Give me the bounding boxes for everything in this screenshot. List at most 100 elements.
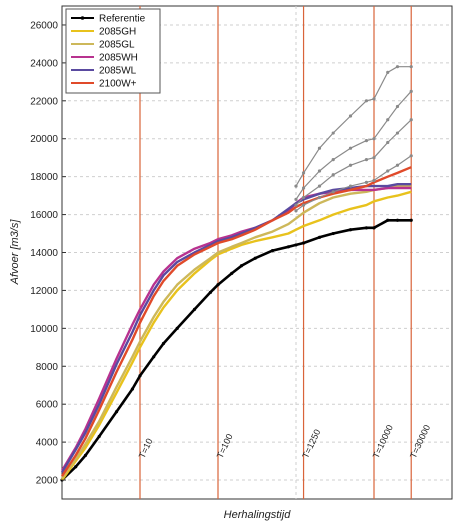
series-point bbox=[294, 243, 298, 247]
series-point bbox=[317, 169, 322, 173]
series-point bbox=[386, 218, 390, 222]
y-tick-label: 10000 bbox=[30, 324, 58, 335]
series-point bbox=[395, 104, 400, 109]
series-point bbox=[253, 256, 257, 260]
series-point bbox=[331, 131, 335, 135]
y-tick-label: 14000 bbox=[30, 248, 58, 259]
series-point bbox=[386, 169, 390, 173]
series-point bbox=[301, 171, 306, 175]
series-group bbox=[60, 65, 413, 482]
series-point bbox=[74, 465, 78, 469]
series-point bbox=[192, 307, 197, 311]
series-point bbox=[161, 341, 166, 346]
series-line bbox=[61, 184, 412, 479]
y-tick-label: 22000 bbox=[30, 96, 58, 107]
series-point bbox=[395, 163, 400, 167]
series-point bbox=[386, 140, 390, 145]
series-line-scenario bbox=[295, 155, 412, 212]
series-point bbox=[239, 264, 244, 268]
series-point bbox=[294, 197, 298, 202]
series-point bbox=[152, 355, 156, 359]
series-point bbox=[348, 163, 353, 167]
series-point bbox=[294, 203, 298, 207]
series-line-scenario bbox=[295, 119, 412, 206]
y-tick-label: 18000 bbox=[30, 172, 58, 183]
series-line bbox=[60, 166, 412, 477]
series-line-scenario bbox=[295, 90, 412, 200]
y-tick-label: 16000 bbox=[30, 210, 58, 221]
series-point bbox=[409, 154, 413, 158]
series-point bbox=[395, 65, 400, 69]
series-point bbox=[216, 283, 220, 287]
series-point bbox=[348, 228, 353, 232]
legend-label: Referentie bbox=[99, 14, 146, 25]
legend-label: 2085WL bbox=[99, 66, 137, 77]
y-axis-label: Afvoer [m3/s] bbox=[9, 219, 21, 286]
legend-label: 2100W+ bbox=[99, 79, 137, 90]
series-point bbox=[317, 146, 322, 150]
series-point bbox=[386, 118, 390, 122]
series-point bbox=[83, 453, 88, 457]
series-point bbox=[364, 180, 369, 184]
legend-label: 2085WH bbox=[99, 53, 138, 64]
series-point bbox=[97, 434, 101, 439]
y-tick-label: 2000 bbox=[36, 476, 59, 487]
legend-label: 2085GL bbox=[99, 40, 135, 51]
series-point bbox=[409, 65, 413, 69]
legend-label: 2085GH bbox=[99, 27, 136, 38]
y-tick-label: 12000 bbox=[30, 286, 58, 297]
series-point bbox=[395, 218, 400, 222]
series-point bbox=[138, 374, 142, 378]
series-point bbox=[364, 226, 369, 230]
legend-marker bbox=[80, 16, 85, 20]
series-point bbox=[301, 195, 306, 200]
series-point bbox=[372, 226, 376, 230]
series-point bbox=[364, 157, 369, 162]
series-point bbox=[301, 186, 306, 190]
series-point bbox=[372, 178, 376, 183]
y-tick-label: 20000 bbox=[30, 134, 58, 145]
y-ticks: 2000 4000 6000 8000 10000 12000 14000 16000 1800… bbox=[30, 20, 66, 487]
series-point bbox=[331, 157, 335, 162]
legend: Referentie 2085GH 2085GL 2085WH 2085WL 2100W+ bbox=[65, 8, 161, 94]
series-point bbox=[270, 249, 275, 253]
series-point bbox=[294, 184, 298, 188]
series-point bbox=[409, 218, 413, 222]
y-tick-label: 24000 bbox=[30, 58, 58, 69]
series-point bbox=[386, 70, 390, 74]
series-point bbox=[317, 184, 322, 188]
series-point bbox=[317, 235, 322, 239]
series-point bbox=[331, 190, 335, 194]
series-point bbox=[395, 131, 400, 135]
series-point bbox=[301, 203, 306, 207]
y-tick-label: 4000 bbox=[36, 438, 59, 449]
series-point bbox=[372, 137, 376, 141]
y-tick-label: 8000 bbox=[36, 362, 59, 373]
series-line bbox=[60, 186, 412, 472]
series-point bbox=[372, 97, 376, 101]
series-point bbox=[348, 146, 353, 150]
series-point bbox=[331, 231, 335, 236]
series-point bbox=[130, 387, 135, 391]
series-point bbox=[348, 114, 353, 118]
series-point bbox=[364, 139, 369, 143]
series-line bbox=[61, 219, 412, 481]
series-point bbox=[331, 173, 335, 177]
series-point bbox=[372, 156, 376, 160]
series-line-scenario bbox=[295, 66, 412, 187]
y-tick-label: 6000 bbox=[36, 400, 59, 411]
series-point bbox=[409, 89, 413, 93]
y-tick-label: 26000 bbox=[30, 20, 58, 31]
series-point bbox=[114, 410, 119, 414]
x-axis-label: Herhalingstijd bbox=[224, 509, 292, 521]
series-point bbox=[364, 99, 369, 103]
series-point bbox=[208, 290, 213, 294]
series-point bbox=[317, 195, 322, 200]
legend-box bbox=[65, 8, 161, 94]
series-point bbox=[286, 245, 291, 249]
series-point bbox=[348, 184, 353, 188]
series-point bbox=[230, 271, 234, 275]
series-point bbox=[409, 118, 413, 122]
series-point bbox=[175, 326, 179, 330]
